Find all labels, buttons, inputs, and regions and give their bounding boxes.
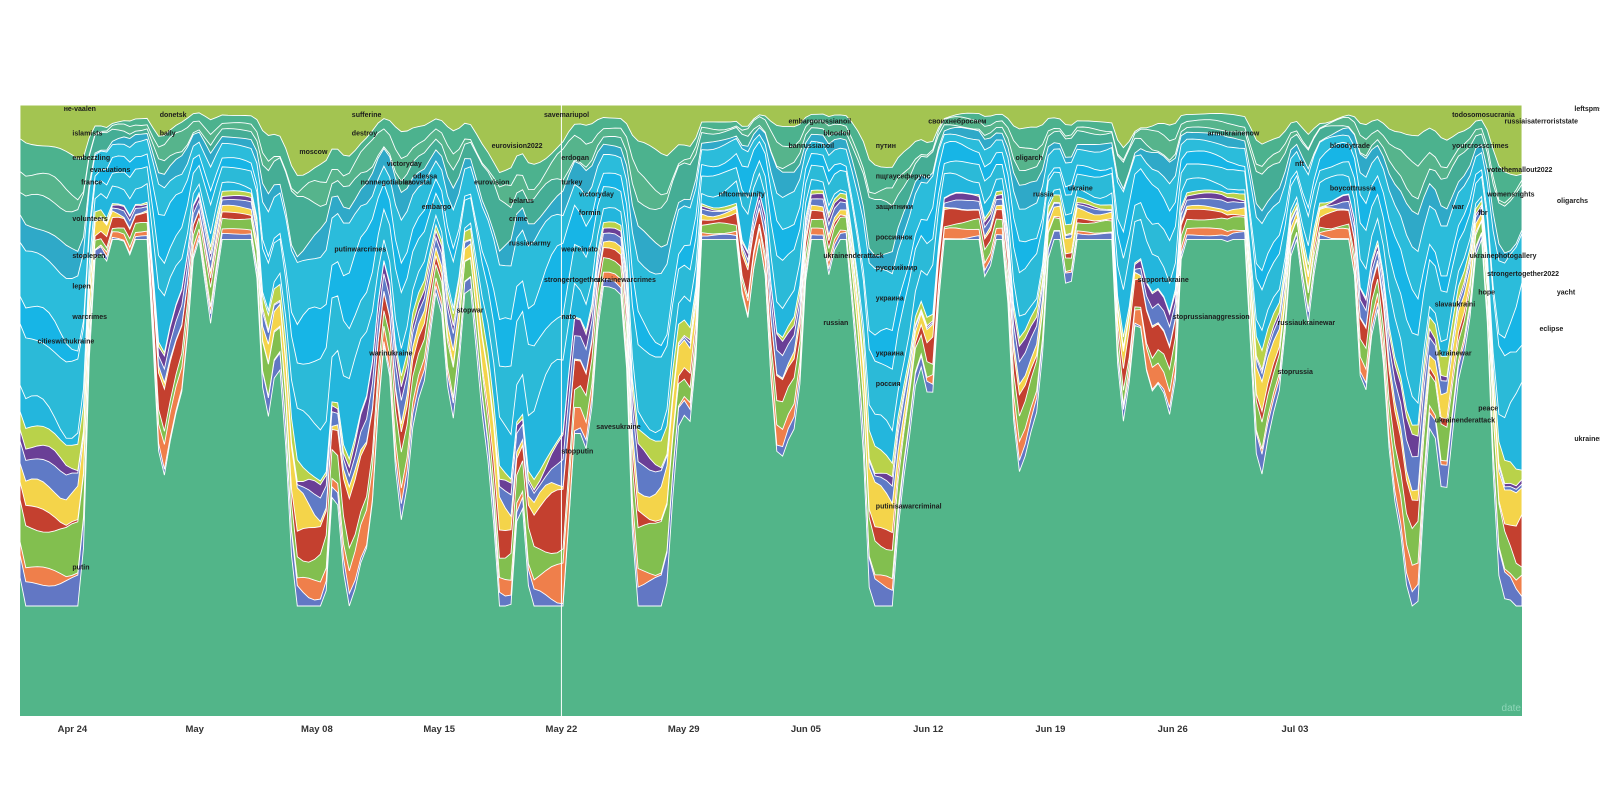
stream-label: strongertogether2022 xyxy=(1487,271,1559,278)
stream-label: stopwar xyxy=(457,308,484,315)
stream-label: russia xyxy=(1033,192,1054,199)
stream-label: stoplepen xyxy=(72,253,105,260)
stream-label: putinwarcrimes xyxy=(334,247,386,254)
stream-label: volunteers xyxy=(72,216,108,223)
stream-label: putin xyxy=(72,564,89,571)
stream-label: ukrainewarcrimes xyxy=(596,277,656,284)
stream-label: citieswithukraine xyxy=(38,338,95,345)
stream-label: oligarchs xyxy=(1557,198,1588,205)
x-axis: Apr 24 May May 08 May 15 May 22 May 29 Jun 05 J… xyxy=(58,724,1309,735)
stream-label: leftspmss xyxy=(1574,106,1600,113)
stream-label: votethemallout2022 xyxy=(1487,167,1552,174)
x-tick-label: Jun 19 xyxy=(1035,724,1065,735)
stream-label: ukrainerussiawar xyxy=(1574,436,1600,443)
x-tick-label: Jun 05 xyxy=(791,724,822,735)
stream-label: war xyxy=(1451,204,1464,211)
stream-label: eurovision2022 xyxy=(492,143,543,150)
x-tick-label: May 15 xyxy=(423,724,455,735)
stream-label: stoprussia xyxy=(1278,369,1314,376)
stream-label: russiaukrainewar xyxy=(1278,320,1336,327)
stream-label: ukrainewar xyxy=(1435,351,1472,358)
stream-label: putinisawarcriminal xyxy=(876,503,942,510)
stream-label: warinukraine xyxy=(368,351,412,358)
stream-label: nftcommunity xyxy=(719,192,765,199)
stream-label: nato xyxy=(561,314,576,321)
stream-label: russianarmy xyxy=(509,241,551,248)
stream-label: hope xyxy=(1478,289,1495,296)
stream-label: украина xyxy=(876,351,904,358)
stream-label: не-vaalen xyxy=(64,106,96,113)
stream-label: belarus xyxy=(509,198,534,205)
stream-label: victoryday xyxy=(387,161,422,168)
stream-label: своихнебросаем xyxy=(928,117,986,125)
stream-label: nft xyxy=(1295,161,1305,168)
stream-label: bloodytrade xyxy=(1330,143,1370,150)
stream-label: warcrimes xyxy=(71,314,107,321)
stream-label: peace xyxy=(1478,406,1498,413)
stream-label: oligarch xyxy=(1016,155,1043,162)
stream-label: путин xyxy=(876,143,896,150)
stream-label: moscow xyxy=(299,149,328,156)
x-tick-label: Jul 03 xyxy=(1282,724,1309,735)
stream-label: russiaisaterroriststate xyxy=(1505,118,1579,125)
stream-label: embargorussianoil xyxy=(789,118,852,125)
stream-label: fbr xyxy=(1478,210,1488,217)
stream-label: turkey xyxy=(561,179,582,186)
stream-label: supportukraine xyxy=(1138,277,1189,284)
stream-label: ukrainenderattack xyxy=(1435,418,1495,425)
stream-label: islamists xyxy=(72,131,102,138)
stream-label: bally xyxy=(160,131,176,138)
stream-label: sufferine xyxy=(352,112,382,119)
stream-label: embezzling xyxy=(72,155,110,162)
stream-label: русскиймир xyxy=(876,264,918,272)
stream-label: evacuations xyxy=(90,167,131,174)
x-tick-label: Apr 24 xyxy=(58,724,88,735)
stream-label: eclipse xyxy=(1540,326,1564,333)
stream-label: ukrainephotogallery xyxy=(1470,253,1537,260)
stream-label: france xyxy=(81,179,102,186)
stream-label: пщгаусеферупс xyxy=(876,173,931,180)
stream-label: boycottrussia xyxy=(1330,186,1376,193)
stream-label: ukrainenderattack xyxy=(823,253,883,260)
x-tick-label: Jun 12 xyxy=(913,724,943,735)
stream-label: lepen xyxy=(72,283,90,290)
stream-label: crime xyxy=(509,216,528,223)
stream-label: womensrights xyxy=(1486,192,1535,199)
stream-label: russian xyxy=(823,320,848,327)
x-tick-label: Jun 26 xyxy=(1158,724,1188,735)
stream-label: ukraine xyxy=(1068,186,1093,193)
stream-label: erdogan xyxy=(561,155,589,162)
stream-label: россиянок xyxy=(876,234,913,241)
stream-label: embargo xyxy=(422,204,452,211)
stream-label: россия xyxy=(876,381,901,388)
stream-label: украина xyxy=(876,296,904,303)
stream-label: yourcrosscrimes xyxy=(1452,143,1509,150)
stream-label: stoprussianaggression xyxy=(1173,314,1250,321)
stream-label: slavaukraini xyxy=(1435,302,1476,309)
stream-label: защитники xyxy=(876,204,913,211)
stream-label: stopputin xyxy=(561,448,593,455)
stream-label: eurovision xyxy=(474,179,509,186)
stream-label: banrussianoil xyxy=(789,143,835,150)
x-tick-label: May 08 xyxy=(301,724,333,735)
x-axis-label: date xyxy=(1502,703,1522,714)
stream-label: nonnegotiables xyxy=(361,179,413,186)
stream-label: bloodoil xyxy=(823,131,850,138)
stream-label: formin xyxy=(579,210,601,217)
stream-label: armukrainenow xyxy=(1208,131,1260,138)
x-tick-label: May 22 xyxy=(546,724,578,735)
stream-label: strongertogether xyxy=(544,277,601,284)
x-tick-label: May xyxy=(185,724,204,735)
stream-label: destroy xyxy=(352,131,377,138)
stream-label: victoryday xyxy=(579,192,614,199)
stream-label: donetsk xyxy=(160,112,187,119)
stream-label: savesukraine xyxy=(596,424,640,431)
stream-label: yacht xyxy=(1557,289,1576,296)
stream-label: weareinato xyxy=(560,247,598,254)
stream-label: savemariupol xyxy=(544,112,589,119)
x-tick-label: May 29 xyxy=(668,724,700,735)
